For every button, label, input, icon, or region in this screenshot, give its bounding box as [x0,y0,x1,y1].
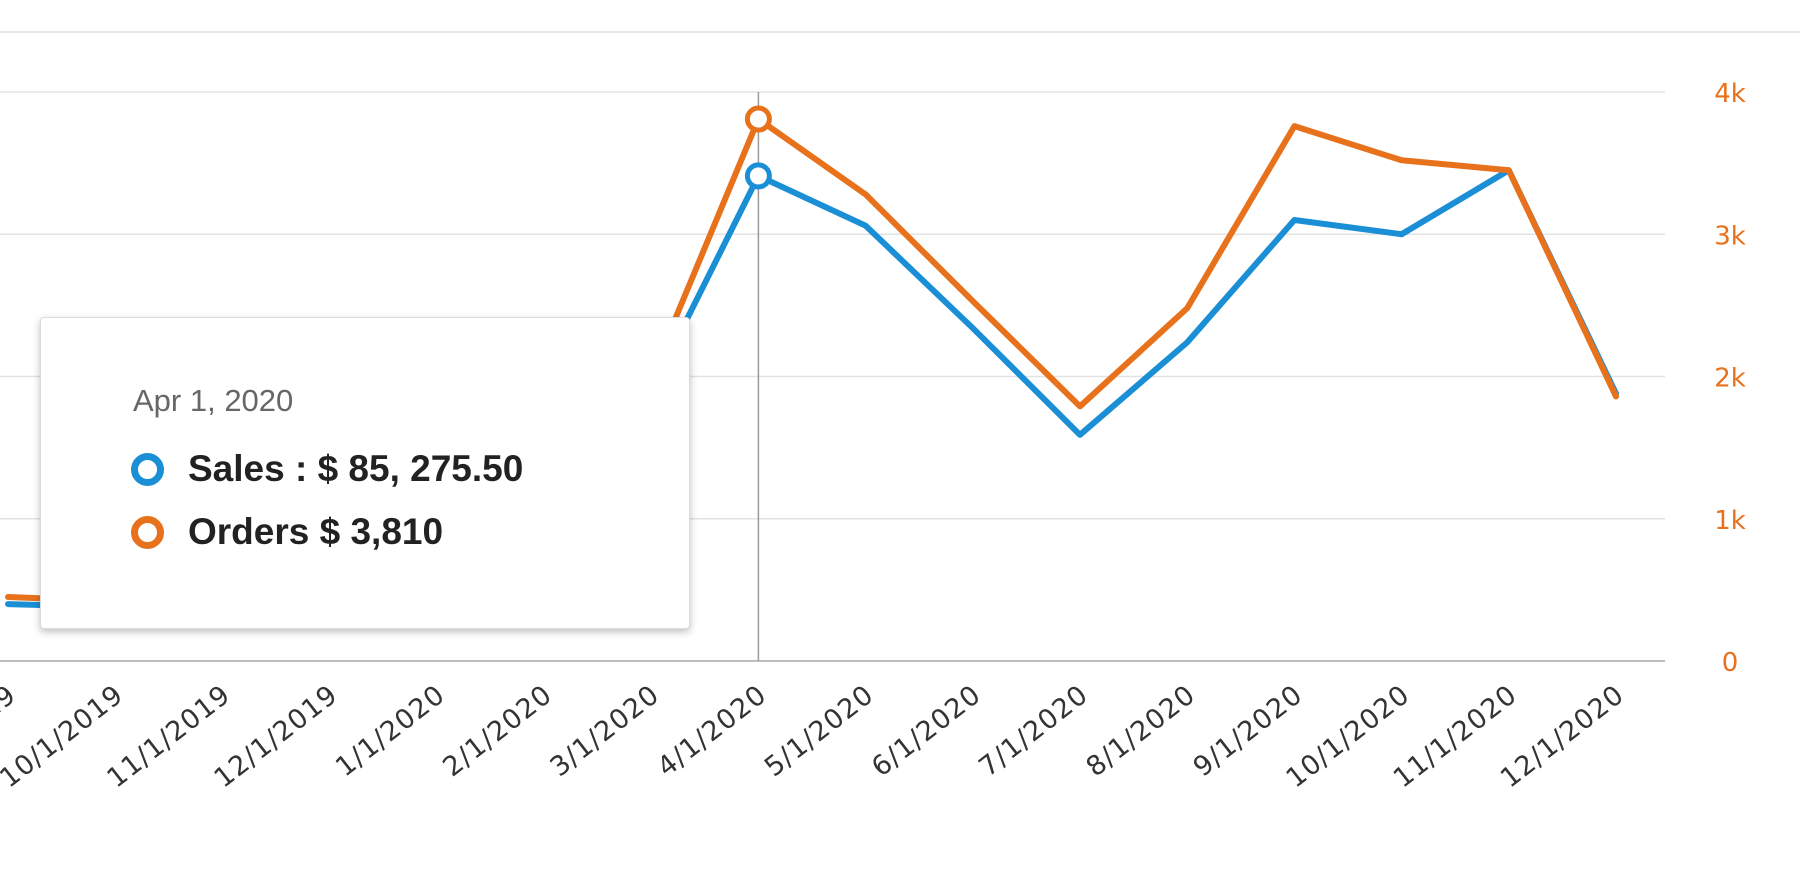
x-axis: 9/1/201910/1/201911/1/201912/1/20191/1/2… [0,679,1630,794]
hover-point-sales [744,162,772,190]
x-tick-label: 6/1/2020 [866,679,987,783]
sales-marker-icon [131,452,164,486]
y-tick-label: 3k [1714,221,1746,251]
x-tick-label: 8/1/2020 [1081,679,1202,783]
tooltip: Apr 1, 2020 Sales : $ 85, 275.50 Orders … [40,317,690,629]
y-axis-right: 0 1k 2k 3k 4k [1714,79,1746,678]
tooltip-orders-label: Orders $ 3,810 [188,511,444,552]
x-tick-label: 2/1/2020 [437,679,558,783]
tooltip-orders-row: Orders $ 3,810 [131,511,443,553]
y-tick-label: 2k [1714,364,1746,394]
x-tick-label: 1/1/2020 [330,679,451,783]
y-tick-label: 4k [1714,79,1746,109]
x-tick-label: 4/1/2020 [652,679,773,783]
x-tick-label: 7/1/2020 [973,679,1094,783]
tooltip-sales-label: Sales : $ 85, 275.50 [188,448,524,489]
y-tick-label: 0 [1722,648,1739,678]
orders-marker-icon [131,515,164,549]
hover-point-orders [744,105,772,133]
tooltip-sales-row: Sales : $ 85, 275.50 [131,448,523,490]
tooltip-date: Apr 1, 2020 [133,383,294,418]
x-tick-label: 3/1/2020 [545,679,666,783]
hover-markers [744,105,772,190]
x-tick-label: 5/1/2020 [759,679,880,783]
y-tick-label: 1k [1714,506,1746,536]
